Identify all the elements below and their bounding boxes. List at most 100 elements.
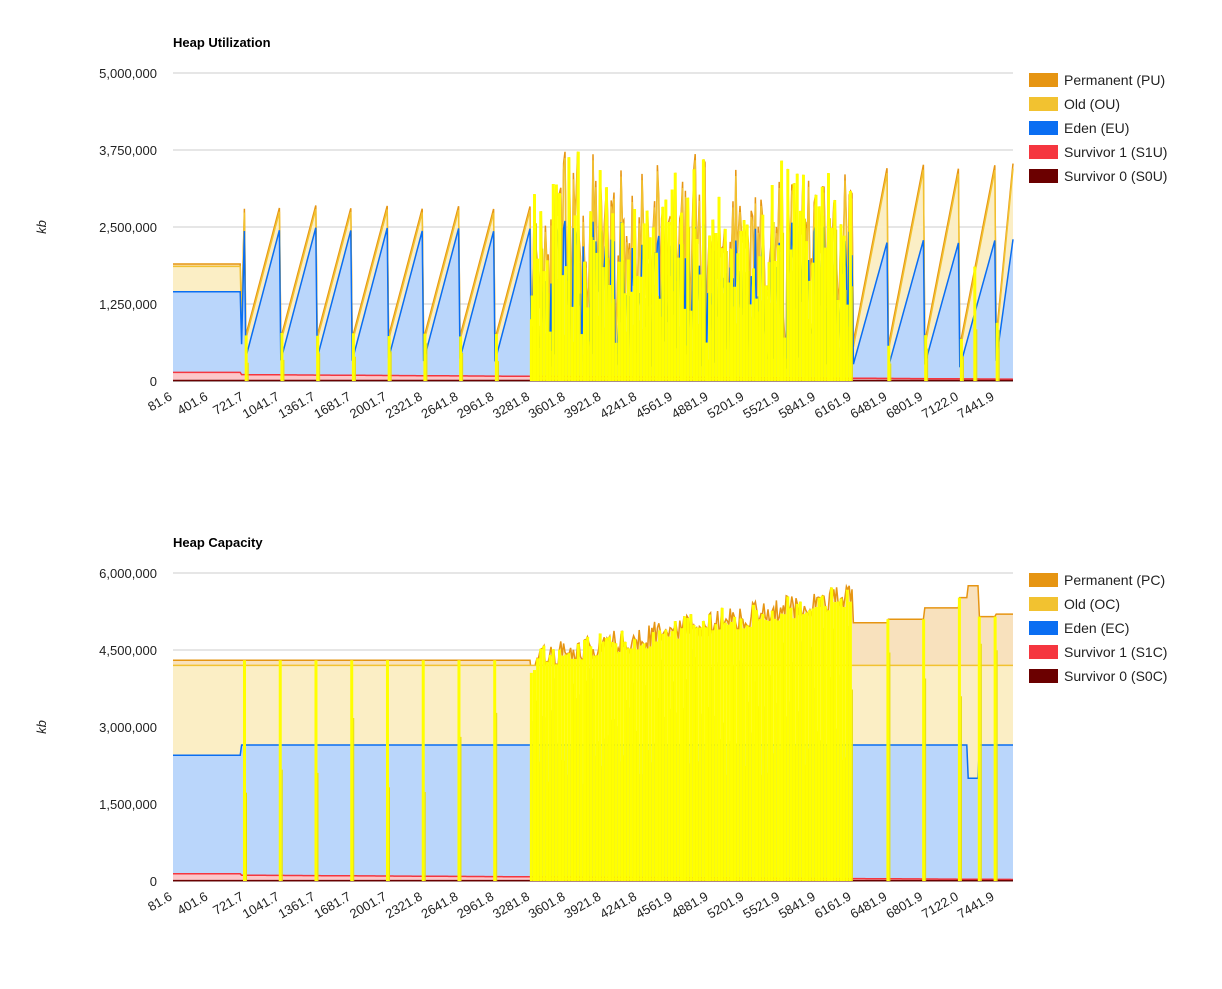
- x-tick-label: 2001.7: [347, 389, 389, 422]
- y-tick-label: 1,250,000: [99, 297, 157, 312]
- legend-label: Survivor 0 (S0C): [1064, 668, 1167, 684]
- x-tick-label: 4561.9: [633, 389, 675, 422]
- x-tick-label: 2321.8: [383, 389, 425, 422]
- x-tick-label: 3601.8: [526, 889, 568, 922]
- legend-item: Permanent (PC): [1029, 572, 1165, 588]
- line-old-ou-: [173, 157, 1014, 352]
- x-tick-label: 7441.9: [955, 889, 997, 922]
- x-tick-label: 1361.7: [276, 889, 318, 922]
- x-tick-label: 5841.9: [776, 389, 818, 422]
- x-tick-label: 6481.9: [847, 889, 889, 922]
- legend-swatch: [1029, 597, 1058, 611]
- x-tick-label: 1681.7: [311, 389, 353, 422]
- x-tick-label: 401.6: [175, 889, 211, 918]
- legend-swatch: [1029, 121, 1058, 135]
- legend-label: Old (OC): [1064, 596, 1120, 612]
- x-tick-label: 1041.7: [240, 889, 282, 922]
- x-tick-label: 5521.9: [740, 389, 782, 422]
- chart-svg: Heap Utilization 5,000,000 3,750,000 2,500,…: [34, 35, 1167, 422]
- line-permanent-pu-: [173, 151, 1014, 347]
- legend-label: Permanent (PC): [1064, 572, 1165, 588]
- legend-item: Eden (EC): [1029, 620, 1129, 636]
- legend-swatch: [1029, 97, 1058, 111]
- x-tick-label: 7441.9: [955, 389, 997, 422]
- x-tick-label: 3921.8: [562, 889, 604, 922]
- legend-item: Survivor 0 (S0C): [1029, 668, 1167, 684]
- legend-swatch: [1029, 669, 1058, 683]
- legend-swatch: [1029, 573, 1058, 587]
- y-tick-label: 2,500,000: [99, 220, 157, 235]
- x-tick-label: 7122.0: [919, 389, 961, 422]
- legend-label: Old (OU): [1064, 96, 1120, 112]
- legend-swatch: [1029, 73, 1058, 87]
- y-axis-label: kb: [34, 220, 49, 234]
- legend-item: Survivor 1 (S1U): [1029, 144, 1167, 160]
- x-tick-label: 3921.8: [562, 389, 604, 422]
- x-tick-label: 3281.8: [490, 389, 532, 422]
- x-tick-label: 2961.8: [454, 889, 496, 922]
- x-tick-label: 721.7: [210, 389, 246, 418]
- y-tick-label: 4,500,000: [99, 643, 157, 658]
- x-tick-label: 721.7: [210, 889, 246, 918]
- x-tick-label: 3601.8: [526, 389, 568, 422]
- x-tick-label: 4241.8: [597, 889, 639, 922]
- legend-item: Survivor 0 (S0U): [1029, 168, 1167, 184]
- x-tick-label: 1041.7: [240, 389, 282, 422]
- x-tick-label: 4561.9: [633, 889, 675, 922]
- y-tick-label: 0: [150, 374, 157, 389]
- y-tick-label: 1,500,000: [99, 797, 157, 812]
- x-tick-label: 2641.8: [419, 889, 461, 922]
- legend-label: Eden (EC): [1064, 620, 1129, 636]
- legend-item: Permanent (PU): [1029, 72, 1165, 88]
- x-tick-label: 81.6: [145, 389, 174, 415]
- chart-svg: Heap Capacity 6,000,000 4,500,000 3,000,000…: [34, 535, 1167, 922]
- x-tick-label: 6481.9: [847, 389, 889, 422]
- line-permanent-pc-: [173, 583, 1013, 676]
- heap-utilization-chart: Heap Utilization 5,000,000 3,750,000 2,500,…: [0, 0, 1222, 489]
- legend-item: Old (OU): [1029, 96, 1120, 112]
- y-tick-label: 3,750,000: [99, 143, 157, 158]
- x-tick-label: 81.6: [145, 889, 174, 915]
- y-axis-label: kb: [34, 720, 49, 734]
- x-tick-label: 6801.9: [883, 389, 925, 422]
- heap-capacity-chart: Heap Capacity 6,000,000 4,500,000 3,000,000…: [0, 500, 1222, 989]
- x-tick-label: 6161.9: [812, 389, 854, 422]
- x-tick-label: 5521.9: [740, 889, 782, 922]
- chart-title: Heap Utilization: [173, 35, 271, 50]
- x-tick-label: 7122.0: [919, 889, 961, 922]
- x-tick-label: 2001.7: [347, 889, 389, 922]
- y-tick-label: 3,000,000: [99, 720, 157, 735]
- legend-swatch: [1029, 169, 1058, 183]
- legend-swatch: [1029, 621, 1058, 635]
- legend-label: Survivor 1 (S1C): [1064, 644, 1167, 660]
- x-tick-label: 4881.9: [669, 889, 711, 922]
- legend-swatch: [1029, 145, 1058, 159]
- x-tick-label: 4241.8: [597, 389, 639, 422]
- x-tick-label: 5841.9: [776, 889, 818, 922]
- x-tick-label: 3281.8: [490, 889, 532, 922]
- legend-item: Eden (EU): [1029, 120, 1129, 136]
- x-tick-label: 5201.9: [704, 389, 746, 422]
- x-tick-label: 1681.7: [311, 889, 353, 922]
- legend-label: Eden (EU): [1064, 120, 1129, 136]
- x-tick-label: 2641.8: [419, 389, 461, 422]
- legend-label: Permanent (PU): [1064, 72, 1165, 88]
- x-tick-label: 6801.9: [883, 889, 925, 922]
- x-tick-label: 5201.9: [704, 889, 746, 922]
- x-tick-label: 401.6: [175, 389, 211, 418]
- y-tick-label: 6,000,000: [99, 566, 157, 581]
- legend-label: Survivor 0 (S0U): [1064, 168, 1167, 184]
- x-tick-label: 6161.9: [812, 889, 854, 922]
- y-tick-label: 5,000,000: [99, 66, 157, 81]
- x-tick-label: 4881.9: [669, 389, 711, 422]
- x-tick-label: 1361.7: [276, 389, 318, 422]
- chart-title: Heap Capacity: [173, 535, 263, 550]
- y-tick-label: 0: [150, 874, 157, 889]
- legend-label: Survivor 1 (S1U): [1064, 144, 1167, 160]
- legend-item: Old (OC): [1029, 596, 1120, 612]
- x-tick-label: 2321.8: [383, 889, 425, 922]
- legend-swatch: [1029, 645, 1058, 659]
- line-eden-eu-: [173, 220, 1014, 370]
- x-tick-label: 2961.8: [454, 389, 496, 422]
- legend-item: Survivor 1 (S1C): [1029, 644, 1167, 660]
